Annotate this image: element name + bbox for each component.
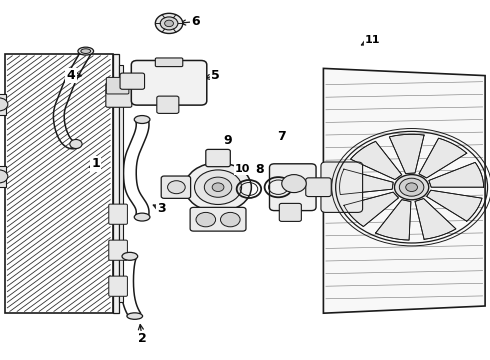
Circle shape [0, 170, 8, 183]
Circle shape [399, 178, 424, 196]
FancyBboxPatch shape [321, 162, 363, 212]
Text: 9: 9 [223, 134, 232, 147]
Polygon shape [390, 134, 424, 174]
Ellipse shape [134, 213, 150, 221]
Text: 3: 3 [157, 202, 166, 215]
Circle shape [165, 20, 173, 27]
Circle shape [195, 170, 242, 204]
Text: 5: 5 [211, 69, 220, 82]
Circle shape [196, 212, 216, 227]
Text: 11: 11 [365, 35, 380, 45]
Ellipse shape [122, 252, 138, 260]
Circle shape [394, 175, 429, 200]
Polygon shape [350, 141, 402, 180]
FancyBboxPatch shape [161, 176, 191, 198]
Circle shape [220, 212, 240, 227]
Text: 4: 4 [67, 69, 75, 82]
FancyBboxPatch shape [157, 96, 179, 113]
Circle shape [185, 163, 251, 212]
Bar [0, 166, 6, 187]
FancyBboxPatch shape [206, 149, 230, 167]
FancyBboxPatch shape [270, 164, 316, 211]
Circle shape [212, 183, 224, 192]
Circle shape [282, 175, 306, 193]
Polygon shape [323, 68, 485, 313]
FancyBboxPatch shape [106, 83, 132, 107]
Text: 1: 1 [91, 157, 100, 170]
Circle shape [406, 183, 417, 192]
FancyBboxPatch shape [190, 207, 246, 231]
Circle shape [168, 181, 185, 194]
Ellipse shape [78, 47, 94, 55]
Ellipse shape [134, 116, 150, 123]
Circle shape [160, 17, 178, 30]
Bar [5, 54, 113, 313]
Circle shape [155, 13, 183, 33]
Ellipse shape [70, 139, 82, 148]
Polygon shape [419, 138, 467, 178]
FancyBboxPatch shape [109, 240, 127, 260]
Ellipse shape [127, 313, 143, 319]
Polygon shape [340, 169, 393, 194]
Circle shape [0, 98, 8, 111]
Bar [119, 65, 122, 302]
Text: 8: 8 [255, 163, 264, 176]
FancyBboxPatch shape [131, 60, 207, 105]
Polygon shape [427, 190, 482, 221]
FancyBboxPatch shape [306, 178, 331, 197]
Polygon shape [375, 200, 411, 240]
Text: 7: 7 [277, 130, 286, 143]
Bar [113, 54, 119, 313]
FancyBboxPatch shape [109, 204, 127, 224]
FancyBboxPatch shape [155, 58, 183, 67]
Bar [0, 94, 6, 115]
FancyBboxPatch shape [120, 73, 145, 89]
Text: 10: 10 [235, 164, 250, 174]
Polygon shape [415, 199, 456, 239]
FancyBboxPatch shape [106, 77, 129, 94]
FancyBboxPatch shape [279, 203, 301, 221]
Polygon shape [429, 162, 484, 187]
Polygon shape [344, 192, 398, 226]
FancyBboxPatch shape [109, 276, 127, 296]
Ellipse shape [81, 49, 91, 53]
Circle shape [204, 177, 232, 197]
Text: 2: 2 [138, 332, 147, 345]
Text: 6: 6 [192, 15, 200, 28]
